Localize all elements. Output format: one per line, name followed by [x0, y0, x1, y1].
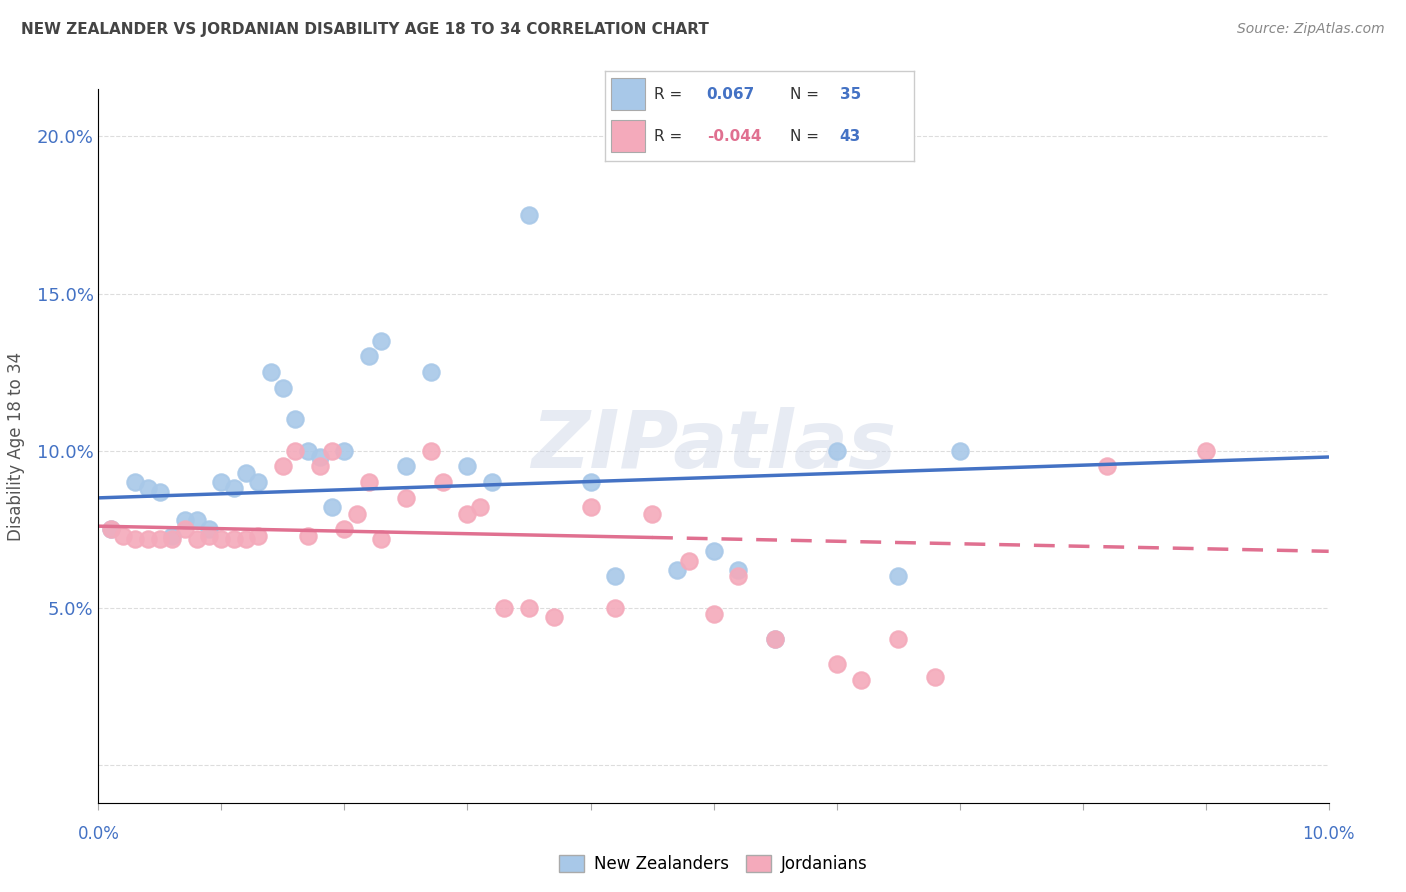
Text: 0.067: 0.067 — [707, 87, 755, 102]
Point — [186, 532, 208, 546]
Point — [887, 632, 910, 647]
Point — [333, 522, 356, 536]
Point — [395, 491, 418, 505]
Point — [517, 208, 540, 222]
Point — [247, 475, 270, 490]
Point — [849, 673, 872, 688]
Point — [456, 459, 478, 474]
Point — [333, 443, 356, 458]
Point — [468, 500, 491, 515]
Point — [235, 532, 257, 546]
Point — [162, 528, 183, 542]
Legend: New Zealanders, Jordanians: New Zealanders, Jordanians — [553, 848, 875, 880]
Text: 43: 43 — [839, 129, 860, 144]
Point — [456, 507, 478, 521]
Point — [432, 475, 454, 490]
Point — [579, 500, 602, 515]
Point — [517, 600, 540, 615]
Point — [665, 563, 688, 577]
Point — [678, 554, 700, 568]
Point — [309, 459, 332, 474]
Point — [419, 365, 441, 379]
Point — [271, 459, 294, 474]
Text: 35: 35 — [839, 87, 860, 102]
Point — [297, 443, 319, 458]
Point — [186, 513, 208, 527]
Point — [198, 522, 221, 536]
Point — [260, 365, 283, 379]
Point — [357, 475, 380, 490]
Text: ZIPatlas: ZIPatlas — [531, 407, 896, 485]
Point — [727, 569, 749, 583]
Point — [100, 522, 122, 536]
Point — [494, 600, 516, 615]
Point — [284, 412, 307, 426]
Point — [321, 443, 343, 458]
Point — [395, 459, 418, 474]
Point — [162, 532, 183, 546]
Text: R =: R = — [654, 87, 688, 102]
Point — [222, 482, 245, 496]
Point — [112, 528, 135, 542]
Point — [124, 532, 146, 546]
Point — [149, 484, 172, 499]
Text: 0.0%: 0.0% — [77, 825, 120, 843]
Point — [321, 500, 343, 515]
Text: -0.044: -0.044 — [707, 129, 761, 144]
Text: 10.0%: 10.0% — [1302, 825, 1355, 843]
Point — [605, 569, 627, 583]
Point — [641, 507, 664, 521]
Text: N =: N = — [790, 87, 824, 102]
FancyBboxPatch shape — [610, 78, 645, 110]
Point — [370, 532, 392, 546]
Point — [1195, 443, 1218, 458]
Point — [481, 475, 503, 490]
Point — [370, 334, 392, 348]
Point — [825, 657, 848, 672]
Point — [605, 600, 627, 615]
Point — [222, 532, 245, 546]
Point — [136, 532, 159, 546]
Point — [357, 350, 380, 364]
FancyBboxPatch shape — [610, 120, 645, 152]
Point — [346, 507, 368, 521]
Point — [271, 381, 294, 395]
Point — [703, 607, 725, 622]
Point — [284, 443, 307, 458]
Point — [198, 528, 221, 542]
Point — [419, 443, 441, 458]
Point — [1097, 459, 1119, 474]
Point — [825, 443, 848, 458]
Point — [543, 610, 565, 624]
Point — [136, 482, 159, 496]
Point — [247, 528, 270, 542]
Point — [100, 522, 122, 536]
Point — [309, 450, 332, 464]
Point — [727, 563, 749, 577]
Point — [235, 466, 257, 480]
Text: Source: ZipAtlas.com: Source: ZipAtlas.com — [1237, 22, 1385, 37]
Point — [173, 522, 195, 536]
Text: N =: N = — [790, 129, 824, 144]
Point — [579, 475, 602, 490]
Point — [763, 632, 786, 647]
Point — [924, 670, 946, 684]
Point — [149, 532, 172, 546]
Y-axis label: Disability Age 18 to 34: Disability Age 18 to 34 — [7, 351, 25, 541]
Text: R =: R = — [654, 129, 688, 144]
Point — [949, 443, 972, 458]
Point — [211, 475, 233, 490]
Point — [887, 569, 910, 583]
Point — [173, 513, 195, 527]
Point — [124, 475, 146, 490]
Point — [703, 544, 725, 558]
Text: NEW ZEALANDER VS JORDANIAN DISABILITY AGE 18 TO 34 CORRELATION CHART: NEW ZEALANDER VS JORDANIAN DISABILITY AG… — [21, 22, 709, 37]
Point — [297, 528, 319, 542]
Point — [763, 632, 786, 647]
Point — [211, 532, 233, 546]
